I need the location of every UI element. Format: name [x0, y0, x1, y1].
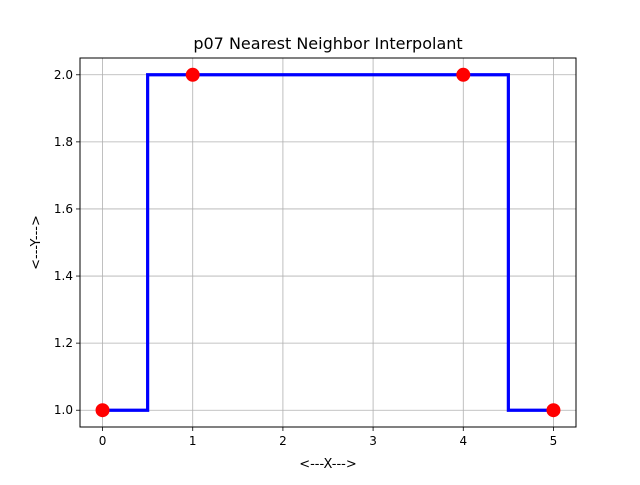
x-tick-label: 4 — [459, 434, 467, 448]
x-tick-label: 1 — [189, 434, 197, 448]
x-axis-label: <---X---> — [299, 457, 357, 472]
data-point-marker — [546, 403, 561, 418]
y-tick-label: 1.2 — [54, 336, 73, 350]
x-tick-label: 5 — [550, 434, 558, 448]
y-tick-label: 1.8 — [54, 135, 73, 149]
data-point-marker — [95, 403, 110, 418]
plot-data — [95, 67, 561, 418]
y-tick-label: 1.6 — [54, 202, 73, 216]
plot-frame — [79, 57, 577, 428]
data-point-marker — [456, 67, 471, 82]
y-tick-label: 1.4 — [54, 269, 73, 283]
interpolant-line — [102, 73, 554, 412]
y-tick-label: 1.0 — [54, 403, 73, 417]
x-tick-label: 0 — [99, 434, 107, 448]
data-point-marker — [185, 67, 200, 82]
grid — [80, 58, 576, 427]
chart-title: p07 Nearest Neighbor Interpolant — [193, 34, 462, 53]
x-tick-label: 3 — [369, 434, 377, 448]
ticks: 0 1 2 3 4 5 1.0 1.2 1.4 1.6 1.8 2.0 — [54, 68, 557, 448]
y-axis-label: <---Y---> — [29, 215, 44, 270]
y-tick-label: 2.0 — [54, 68, 73, 82]
x-tick-label: 2 — [279, 434, 287, 448]
